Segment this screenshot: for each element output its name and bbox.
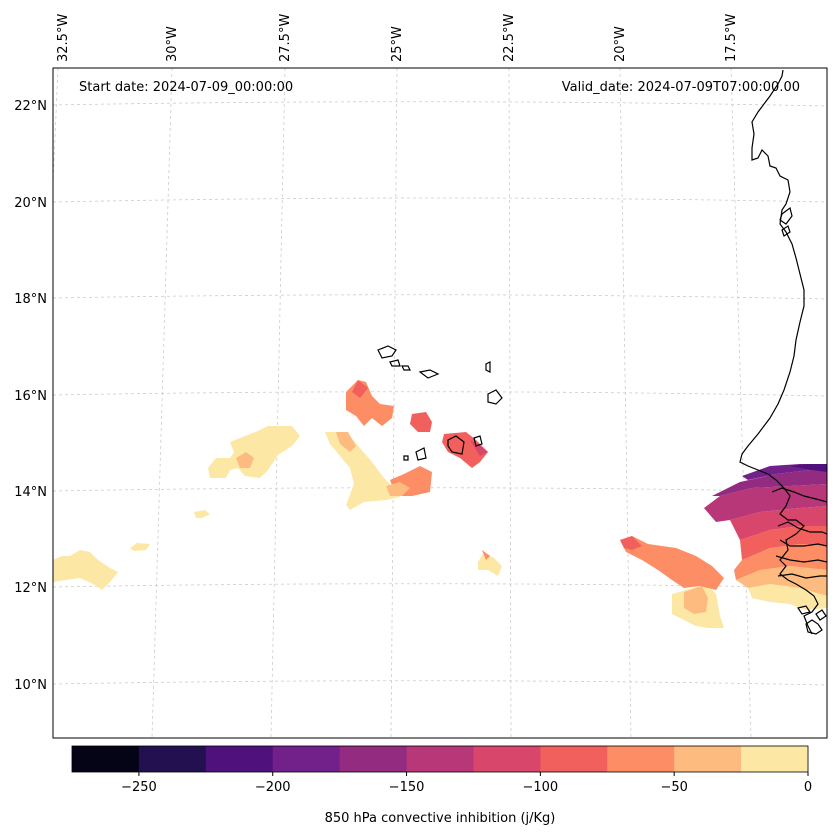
cin-patch [410, 412, 432, 432]
lat-label: 10°N [14, 678, 47, 693]
cin-patch [620, 536, 642, 550]
colorbar-tick-label: −250 [121, 780, 157, 795]
colorbar-tick-label: −150 [389, 780, 425, 795]
cin-patch [442, 432, 488, 468]
lat-label: 20°N [14, 196, 47, 211]
lon-label: 17.5°W [724, 14, 739, 62]
lat-label: 16°N [14, 389, 47, 404]
colorbar-label: 850 hPa convective inhibition (j/Kg) [325, 811, 556, 826]
start-date-label: Start date: 2024-07-09_00:00:00 [79, 80, 293, 95]
lon-label: 32.5°W [56, 14, 71, 62]
coastlines [377, 69, 827, 635]
cin-patch [684, 586, 708, 614]
cin-patch [470, 440, 488, 456]
colorbar-swatch [607, 746, 675, 772]
colorbar-tick-label: −200 [255, 780, 291, 795]
colorbar-swatch [406, 746, 474, 772]
cin-patch [482, 550, 490, 560]
colorbar-swatch [138, 746, 207, 772]
cin-patch [712, 470, 827, 496]
colorbar-swatch [741, 746, 809, 772]
cin-patch [734, 544, 827, 580]
cin-patch [730, 506, 827, 540]
lat-label: 22°N [14, 99, 47, 114]
map-background [53, 68, 827, 738]
lon-label: 22.5°W [502, 14, 517, 62]
cin-patch [790, 464, 827, 472]
colorbar-tick-label: −50 [660, 780, 687, 795]
colorbar-tick-label: 0 [804, 780, 812, 795]
colorbar-swatch [674, 746, 742, 772]
graticule [53, 68, 827, 738]
cin-field [53, 380, 827, 628]
cin-patch [130, 543, 150, 551]
longitude-labels: 32.5°W 30°W 27.5°W 25°W 22.5°W 20°W 17.5… [56, 14, 739, 62]
colorbar-swatch [473, 746, 541, 772]
latitude-labels: 22°N 20°N 18°N 16°N 14°N 12°N 10°N [14, 99, 47, 693]
colorbar-swatch [540, 746, 608, 772]
cin-patch [352, 380, 368, 398]
lon-label: 20°W [613, 26, 628, 62]
cin-patch [208, 426, 300, 478]
colorbar-swatch [72, 746, 140, 772]
cin-patch [236, 452, 254, 468]
lat-label: 14°N [14, 485, 47, 500]
colorbar-swatch [339, 746, 408, 772]
lat-label: 12°N [14, 581, 47, 596]
cin-patch [386, 482, 410, 496]
colorbar-ticks: −250 −200 −150 −100 −50 0 [121, 772, 812, 795]
lon-label: 27.5°W [278, 14, 293, 62]
colorbar-swatch [272, 746, 341, 772]
cin-patch [478, 552, 502, 576]
cin-patch [336, 432, 356, 452]
colorbar-tick-label: −100 [523, 780, 559, 795]
cin-patch [53, 550, 118, 590]
cin-patch [325, 432, 400, 510]
cin-patch [620, 536, 724, 590]
lat-label: 18°N [14, 292, 47, 307]
map-frame [52, 67, 828, 739]
valid-date-label: Valid_date: 2024-07-09T07:00:00.00 [562, 80, 800, 95]
colorbar-frame [71, 745, 809, 773]
lon-label: 30°W [165, 26, 180, 62]
lon-label: 25°W [390, 26, 405, 62]
cin-patch [194, 510, 210, 518]
colorbar-swatches [72, 746, 809, 772]
colorbar-swatch [205, 746, 274, 772]
cin-patch [740, 526, 827, 560]
colorbar: −250 −200 −150 −100 −50 0 850 hPa convective … [71, 745, 812, 826]
